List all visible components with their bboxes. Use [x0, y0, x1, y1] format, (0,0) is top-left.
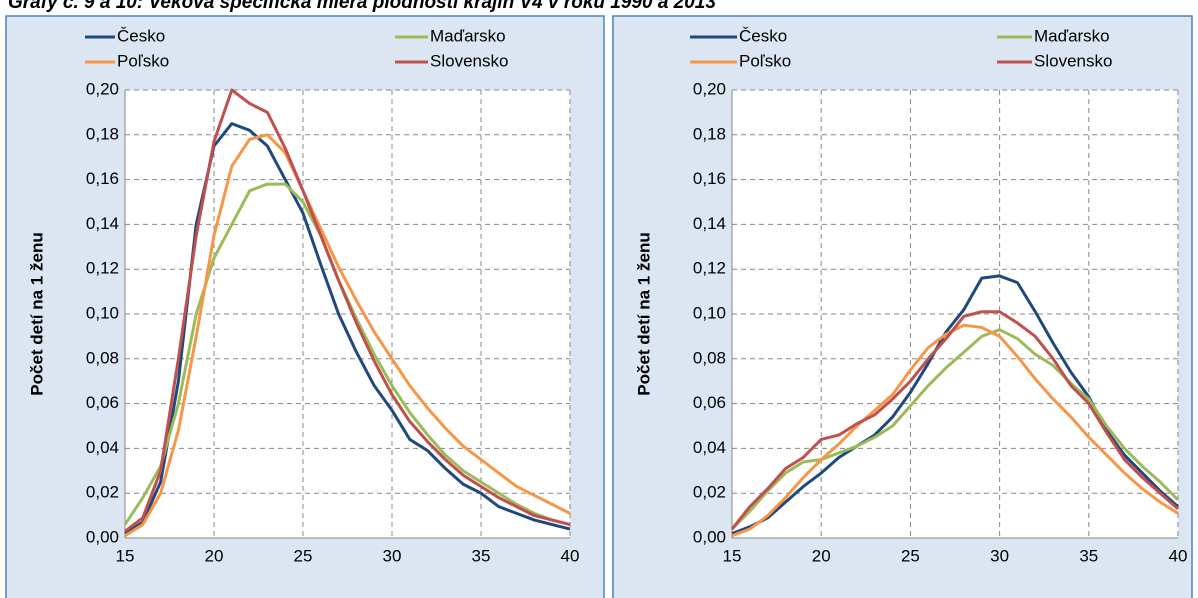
y-axis-label: Počet detí na 1 ženu — [27, 232, 46, 395]
page-title: Grafy č. 9 a 10: Veková špecifická miera… — [8, 0, 716, 13]
x-tick-label: 25 — [901, 546, 920, 565]
y-tick-label: 0,08 — [693, 348, 726, 367]
legend-label: Česko — [739, 26, 787, 45]
legend-label: Slovensko — [1034, 51, 1112, 70]
legend-label: Slovensko — [430, 51, 508, 70]
y-tick-label: 0,04 — [86, 438, 119, 457]
x-tick-label: 25 — [294, 546, 313, 565]
y-axis-label: Počet detí na 1 ženu — [634, 232, 653, 395]
x-tick-label: 15 — [116, 546, 135, 565]
y-tick-label: 0,14 — [693, 214, 726, 233]
x-tick-label: 35 — [1079, 546, 1098, 565]
y-tick-label: 0,12 — [86, 259, 119, 278]
series-line — [124, 122, 571, 535]
legend-label: Maďarsko — [430, 26, 506, 45]
series-line — [124, 88, 571, 533]
y-tick-label: 0,00 — [693, 527, 726, 546]
y-tick-label: 0,16 — [86, 169, 119, 188]
legend-label: Maďarsko — [1034, 26, 1110, 45]
series-line — [730, 328, 1180, 531]
y-tick-label: 0,06 — [693, 393, 726, 412]
y-tick-label: 0,06 — [86, 393, 119, 412]
x-tick-label: 15 — [723, 546, 742, 565]
x-tick-label: 30 — [990, 546, 1009, 565]
series-line — [124, 133, 571, 538]
x-tick-label: 40 — [561, 546, 580, 565]
y-tick-label: 0,12 — [693, 259, 726, 278]
y-tick-label: 0,18 — [86, 124, 119, 143]
x-tick-label: 35 — [472, 546, 491, 565]
series-line — [731, 274, 1179, 535]
y-tick-label: 0,10 — [86, 303, 119, 322]
y-tick-label: 0,02 — [86, 483, 119, 502]
x-tick-label: 30 — [383, 546, 402, 565]
x-tick-label: 20 — [812, 546, 831, 565]
legend-label: Poľsko — [739, 51, 791, 70]
y-tick-label: 0,08 — [86, 348, 119, 367]
y-tick-label: 0,20 — [86, 79, 119, 98]
x-tick-label: 40 — [1169, 546, 1188, 565]
y-tick-label: 0,10 — [693, 303, 726, 322]
y-tick-label: 0,20 — [693, 79, 726, 98]
series-line — [730, 310, 1179, 530]
y-tick-label: 0,14 — [86, 214, 119, 233]
legend-label: Česko — [117, 26, 165, 45]
y-tick-label: 0,00 — [86, 527, 119, 546]
x-tick-label: 20 — [205, 546, 224, 565]
y-tick-label: 0,16 — [693, 169, 726, 188]
y-tick-label: 0,18 — [693, 124, 726, 143]
legend-label: Poľsko — [117, 51, 169, 70]
y-tick-label: 0,04 — [693, 438, 726, 457]
y-tick-label: 0,02 — [693, 483, 726, 502]
